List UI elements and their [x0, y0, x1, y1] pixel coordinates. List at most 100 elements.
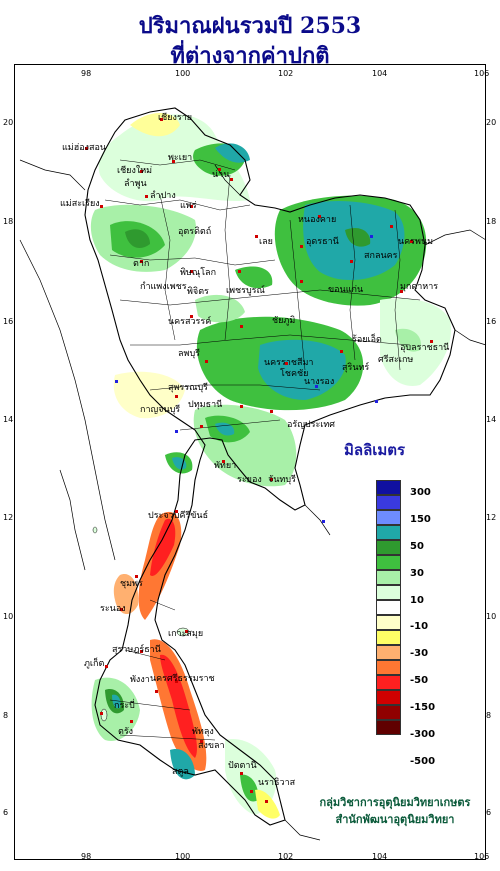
credit-line-2: สำนักพัฒนาอุตุนิยมวิทยา [335, 813, 455, 826]
legend-label: 50 [410, 541, 424, 552]
legend-color-box [376, 540, 401, 555]
province-label: ลำปาง [150, 191, 176, 201]
province-label: ขอนแก่น [328, 285, 364, 295]
x-tick-bottom: 102 [278, 852, 294, 861]
thailand-outline [84, 107, 456, 826]
legend-color-box [376, 705, 401, 720]
province-label: อุดรธานี [306, 237, 339, 247]
province-label: แม่ฮ่องสอน [62, 143, 107, 153]
province-label: สุราษฎร์ธานี [112, 645, 161, 655]
province-label: โชคชัย [280, 369, 309, 379]
x-tick-top: 102 [278, 69, 294, 78]
province-label: เกาะสมุย [168, 629, 204, 639]
x-tick-top: 106 [474, 69, 490, 78]
province-label: ระยอง [237, 475, 262, 485]
province-label: ชุมพร [120, 579, 143, 589]
rainfall-fields [90, 112, 451, 819]
x-tick-top: 98 [81, 69, 92, 78]
x-tick-bottom: 106 [474, 852, 490, 861]
province-label: ชัยภูมิ [272, 316, 296, 326]
province-borders [104, 159, 421, 741]
y-tick-left: 8 [3, 711, 9, 720]
province-label: ศรีสะเกษ [378, 355, 414, 365]
y-tick-right: 16 [486, 317, 497, 326]
province-label: นราธิวาส [258, 778, 296, 788]
province-label: อุตรดิตถ์ [178, 227, 212, 237]
legend-title: มิลลิเมตร [344, 441, 406, 459]
province-label: ปัตตานี [228, 761, 257, 771]
province-label: สุพรรณบุรี [168, 383, 208, 393]
province-label: ตาก [133, 259, 150, 269]
legend-label: 30 [410, 568, 424, 579]
y-tick-left: 10 [3, 612, 14, 621]
legend-label: -300 [410, 729, 436, 740]
y-tick-right: 8 [486, 711, 492, 720]
y-tick-left: 12 [3, 513, 14, 522]
province-label: ร้อยเอ็ด [352, 335, 382, 345]
legend-color-box [376, 720, 401, 735]
neighbour-borders [19, 159, 487, 841]
legend-color-box [376, 510, 401, 525]
province-label: ลำพูน [124, 179, 147, 189]
province-label: กำแพงเพชร [140, 282, 187, 292]
province-label: กระบี่ [114, 701, 135, 711]
y-tick-right: 12 [486, 513, 497, 522]
province-label: สงขลา [198, 741, 225, 751]
legend-color-box [376, 660, 401, 675]
y-tick-right: 6 [486, 808, 492, 817]
x-tick-top: 104 [372, 69, 388, 78]
province-label: พะเยา [168, 153, 193, 163]
province-label: สุรินทร์ [342, 363, 370, 373]
province-label: แพร่ [180, 201, 197, 211]
x-tick-top: 100 [175, 69, 191, 78]
province-label: ตรัง [118, 727, 134, 737]
province-label: พิจิตร [187, 287, 209, 297]
province-label: ลพบุรี [178, 349, 200, 359]
province-label: เชียงใหม่ [117, 166, 153, 176]
province-label: ระนอง [100, 604, 126, 614]
province-label: น่าน [212, 170, 230, 180]
legend-color-box [376, 645, 401, 660]
y-tick-right: 18 [486, 217, 497, 226]
province-label: พังงา [130, 675, 150, 685]
x-tick-bottom: 104 [372, 852, 388, 861]
y-tick-left: 16 [3, 317, 14, 326]
legend-color-box [376, 600, 401, 615]
y-tick-left: 6 [3, 808, 9, 817]
province-label: พัทลุง [192, 727, 214, 737]
legend-label: -30 [410, 648, 429, 659]
province-label: พิษณุโลก [180, 268, 217, 278]
legend-color-box [376, 480, 401, 495]
x-tick-bottom: 100 [175, 852, 191, 861]
province-label: พัทยา [214, 461, 237, 471]
y-tick-right: 20 [486, 118, 497, 127]
map-title: ปริมาณฝนรวมปี 2553 [138, 13, 362, 39]
province-label: นางรอง [304, 377, 335, 387]
province-label: ภูเก็ต [84, 659, 105, 669]
legend-color-box [376, 690, 401, 705]
legend-label: 300 [410, 487, 431, 498]
legend-label: -50 [410, 675, 429, 686]
province-label: ปทุมธานี [188, 400, 223, 410]
y-tick-left: 18 [3, 217, 14, 226]
legend-label: -10 [410, 621, 429, 632]
province-label: กาญจนบุรี [140, 405, 181, 415]
province-label: เชียงราย [158, 113, 193, 123]
legend-color-box [376, 615, 401, 630]
y-tick-left: 14 [3, 415, 14, 424]
legend-color-box [376, 585, 401, 600]
province-label: มุกดาหาร [400, 282, 439, 292]
province-label: หนองคาย [298, 215, 337, 225]
legend-color-box [376, 525, 401, 540]
legend-label: -150 [410, 702, 436, 713]
y-tick-right: 10 [486, 612, 497, 621]
x-tick-bottom: 98 [81, 852, 92, 861]
province-label: นครพนม [398, 237, 434, 247]
province-label: เลย [259, 237, 273, 247]
province-label: นครสวรรค์ [168, 317, 212, 327]
province-label: นครศรีธรรมราช [150, 674, 215, 684]
province-label: สตูล [172, 767, 189, 777]
province-label: สกลนคร [364, 251, 398, 261]
province-label: จันทบุรี [268, 475, 296, 485]
legend-label: 10 [410, 595, 424, 606]
